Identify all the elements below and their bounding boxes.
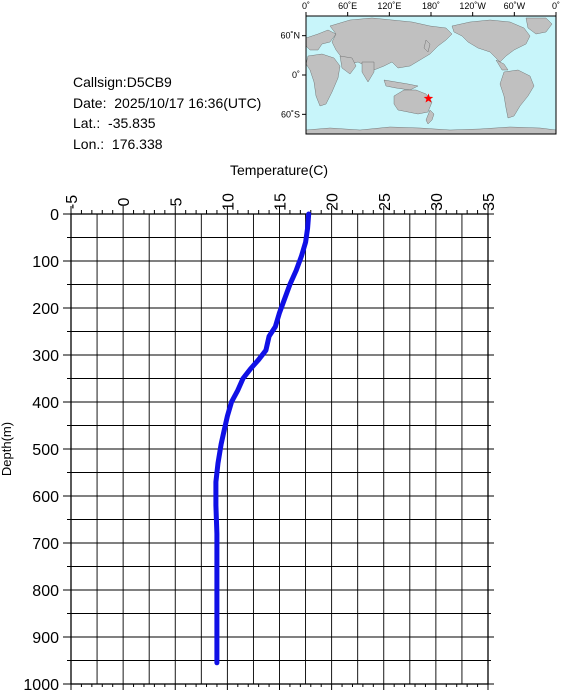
x-tick-label: 25 [377, 193, 394, 211]
date-label: Date: [73, 94, 107, 111]
lon-value: 176.338 [111, 135, 163, 152]
map-longitude-labels: 0˚ 60˚E 120˚E 180˚ 120˚W 60˚W 0˚ [302, 1, 560, 11]
land-india [361, 61, 375, 83]
map-latitude-labels: 60˚N 0˚ 60˚S [280, 31, 300, 120]
x-axis-label: Temperature(C) [230, 162, 328, 178]
y-tick-label: 700 [32, 536, 59, 553]
x-tick-labels: -5 0 5 10 15 20 25 30 35 [64, 193, 498, 211]
date-value: 2025/10/17 16:36(UTC) [114, 94, 262, 111]
map-lon-label: 120˚E [377, 1, 401, 11]
map-lat-label: 60˚N [280, 31, 300, 41]
lon-label: Lon.: [73, 135, 105, 152]
star-icon [423, 93, 434, 103]
y-tick-label: 100 [32, 254, 59, 271]
location-map: 0˚ 60˚E 120˚E 180˚ 120˚W 60˚W 0˚ 60˚N 0˚ 60˚S [280, 1, 560, 135]
lat-line: Lat.: -35.835 [73, 113, 261, 134]
map-frame-ticks [302, 12, 557, 115]
temperature-series [213, 211, 312, 666]
map-lat-label: 0˚ [292, 70, 300, 80]
lat-value: -35.835 [108, 115, 156, 131]
y-tick-label: 300 [32, 348, 59, 365]
map-landmasses [305, 17, 557, 135]
map-lat-label: 60˚S [281, 109, 300, 119]
date-line: Date: 2025/10/17 16:36(UTC) [73, 93, 261, 114]
y-tick-label: 500 [32, 442, 59, 459]
callsign-value: D5CB9 [126, 74, 172, 90]
land-africa [305, 53, 341, 107]
lat-label: Lat.: [73, 115, 101, 131]
land-japan [423, 39, 431, 53]
map-lon-label: 60˚W [504, 1, 526, 11]
y-tick-label: 600 [32, 489, 59, 506]
callsign-label: Callsign: [73, 74, 127, 90]
land-arabia [339, 55, 357, 75]
y-tick-label: 0 [50, 207, 59, 224]
lon-line: Lon.: 176.338 [73, 134, 261, 155]
map-lon-label: 60˚E [338, 1, 357, 11]
map-lon-label: 120˚W [459, 1, 486, 11]
land-indonesia [383, 79, 419, 91]
chart-grid [70, 213, 489, 685]
land-europe [305, 29, 337, 51]
x-tick-label: 10 [220, 193, 237, 211]
x-tick-label: -5 [64, 195, 81, 209]
callsign-line: Callsign:D5CB9 [73, 72, 261, 93]
y-tick-label: 1000 [23, 677, 59, 690]
axis-ticks [63, 206, 494, 690]
x-tick-label: 35 [481, 193, 498, 211]
temperature-profile-line [213, 211, 312, 666]
y-tick-label: 200 [32, 301, 59, 318]
y-tick-labels: 0 100 200 300 400 500 600 700 800 900 1000 [23, 207, 59, 690]
y-tick-label: 800 [32, 583, 59, 600]
land-central-america [495, 59, 509, 71]
x-tick-label: 15 [273, 193, 290, 211]
land-greenland [525, 17, 553, 35]
land-south-america [499, 69, 535, 119]
map-lon-label: 0˚ [302, 1, 310, 11]
x-tick-label: 30 [429, 193, 446, 211]
land-north-america [451, 19, 531, 63]
x-tick-label: 0 [116, 197, 133, 206]
land-australia [393, 89, 433, 115]
y-axis-label: Depth(m) [0, 422, 14, 476]
y-tick-label: 900 [32, 630, 59, 647]
station-info: Callsign:D5CB9 Date: 2025/10/17 16:36(UT… [73, 72, 261, 154]
y-tick-label: 400 [32, 395, 59, 412]
x-tick-label: 5 [168, 197, 185, 206]
land-new-zealand [425, 109, 435, 125]
x-tick-label: 20 [325, 193, 342, 211]
map-lon-label: 0˚ [552, 1, 560, 11]
map-lon-label: 180˚ [422, 1, 440, 11]
